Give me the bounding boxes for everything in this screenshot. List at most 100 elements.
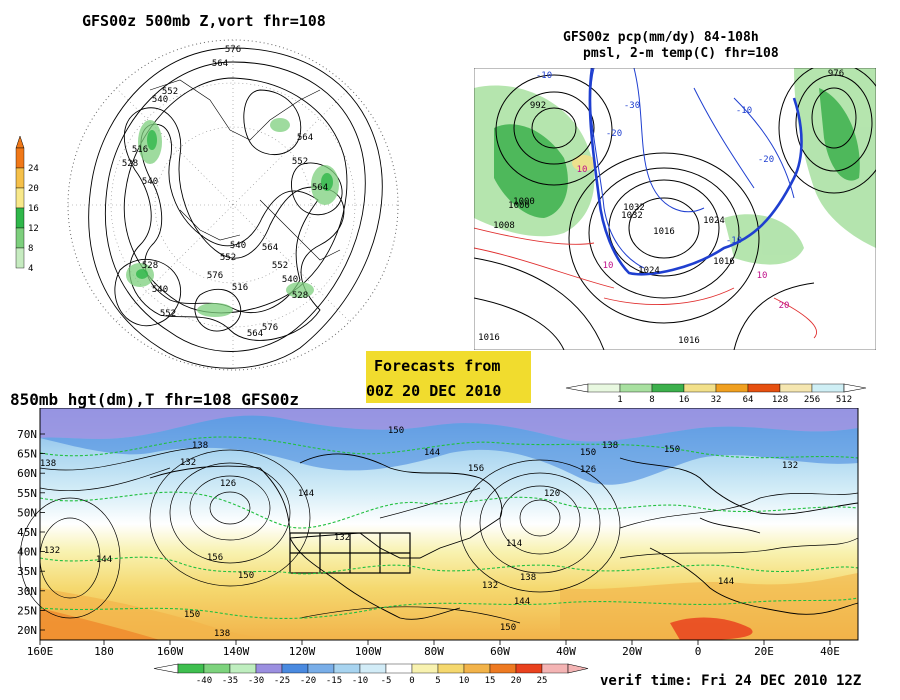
p3-height-label: 138 [40,459,56,469]
p2-temp-label: 10 [603,261,614,271]
p1-contour-label: 576 [207,271,223,281]
lat-label: 35N [17,565,37,578]
lon-label: 140W [223,645,250,658]
pcp-pmsl-map: 992 1000 1008 1016 1024 1032 1016 1024 1016 1016 9… [474,68,876,350]
temp-colorbar-tick: 5 [435,676,440,686]
p1-contour-label: 564 [247,329,263,339]
p1-contour-label: 540 [230,241,246,251]
p3-height-label: 156 [207,553,223,563]
temp-colorbar-tick: 25 [537,676,548,686]
temp-colorbar-swatch [177,663,205,674]
p2-pressure-label: 1000 [513,197,535,207]
p1-contour-label: 564 [312,183,328,193]
p2-temp-label: -20 [606,129,622,139]
p3-height-label: 144 [718,577,734,587]
lon-label: 40E [820,645,840,658]
temp-colorbar-swatch [463,663,491,674]
p1-contour-label: 540 [282,275,298,285]
pcp-colorbar-swatch [587,383,621,393]
pcp-colorbar-swatch [715,383,749,393]
p2-pressure-label: 1016 [653,227,675,237]
p1-contour-label: 564 [262,243,278,253]
temp-colorbar-arrow-right [567,663,589,674]
p3-height-label: 138 [602,441,618,451]
p1-colorbar-tick: 20 [28,184,39,194]
p3-height-label: 150 [238,571,254,581]
forecast-box-line2: 00Z 20 DEC 2010 [366,382,502,400]
lon-label: 160E [27,645,54,658]
temp-colorbar-tick: -30 [248,676,264,686]
p2-pressure-label: 1000 [508,201,530,211]
lon-label: 180 [94,645,114,658]
panel-pcp-title-line2: pmsl, 2-m temp(C) fhr=108 [583,46,779,61]
lon-label: 0 [695,645,702,658]
p2-pressure-label: 1032 [623,203,645,213]
temp-colorbar-tick: 20 [511,676,522,686]
p1-colorbar-swatch [15,147,25,169]
temp-colorbar-tick: -40 [196,676,212,686]
p1-contour-label: 516 [132,145,148,155]
lat-label: 25N [17,604,37,617]
p1-contour-label: 540 [142,177,158,187]
p1-contour-label: 564 [212,59,228,69]
temp-colorbar-swatch [411,663,439,674]
pcp-colorbar-swatch [747,383,781,393]
p3-height-label: 132 [482,581,498,591]
temp-colorbar-tick: -15 [326,676,342,686]
pcp-colorbar-tick: 8 [649,395,654,405]
forecast-box-line1: Forecasts from [374,357,501,375]
map-850mb: 138 150 132 126 144 138 132 144 156 150 144 156 132 1… [17,408,859,658]
p1-colorbar-tick: 12 [28,224,39,234]
p3-height-label: 144 [424,448,440,458]
p1-colorbar: 24 20 16 12 8 4 [15,135,39,274]
p1-contour-label: 528 [292,291,308,301]
temp-colorbar-swatch [333,663,361,674]
temp-colorbar-swatch [515,663,543,674]
lat-label: 55N [17,487,37,500]
lon-label: 40W [556,645,576,658]
pcp-colorbar-arrow-left [565,383,589,393]
p1-colorbar-tick: 8 [28,244,33,254]
pcp-colorbar-tick: 32 [711,395,722,405]
pcp-colorbar-tick: 64 [743,395,754,405]
p3-height-label: 120 [544,489,560,499]
pcp-colorbar-arrow-right [843,383,867,393]
p3-height-label: 138 [214,629,230,639]
p2-pressure-label: 1024 [638,266,660,276]
p2-pressure-label: 1032 [621,211,643,221]
p3-height-label: 126 [580,465,596,475]
p2-pressure-label: 1016 [713,257,735,267]
p1-colorbar-tick: 4 [28,264,33,274]
pcp-colorbar-tick: 16 [679,395,690,405]
pcp-colorbar: 1 8 16 32 64 128 256 512 [565,383,867,405]
p1-contour-label: 552 [272,261,288,271]
p2-pressure-label: 1008 [493,221,515,231]
p2-pressure-label: 992 [530,101,546,111]
p2-pressure-label: 1016 [678,336,700,346]
lat-label: 30N [17,585,37,598]
pcp-colorbar-swatch [779,383,813,393]
p3-height-label: 132 [180,458,196,468]
p3-height-label: 138 [192,441,208,451]
panel-500mb-title: GFS00z 500mb Z,vort fhr=108 [82,12,326,30]
temp-colorbar-swatch [307,663,335,674]
lat-label: 50N [17,506,37,519]
lon-label: 160W [157,645,184,658]
p1-contour-label: 552 [292,157,308,167]
pcp-colorbar-tick: 512 [836,395,852,405]
p3-height-label: 144 [514,597,530,607]
pcp-colorbar-tick: 128 [772,395,788,405]
panel-850mb-title: 850mb hgt(dm),T fhr=108 GFS00z [10,390,299,409]
pcp-colorbar-swatch [811,383,845,393]
p1-colorbar-swatch [15,207,25,229]
p1-contour-label: 528 [122,159,138,169]
temp-colorbar-tick: -35 [222,676,238,686]
temp-colorbar-swatch [281,663,309,674]
p1-colorbar-tick: 16 [28,204,39,214]
pcp-colorbar-tick: 1 [617,395,622,405]
p1-contour-label: 552 [220,253,236,263]
p2-temp-label: -10 [536,71,552,81]
verif-time: verif time: Fri 24 DEC 2010 12Z [600,673,862,689]
temp-colorbar-swatch [203,663,231,674]
temp-colorbar-swatch [437,663,465,674]
